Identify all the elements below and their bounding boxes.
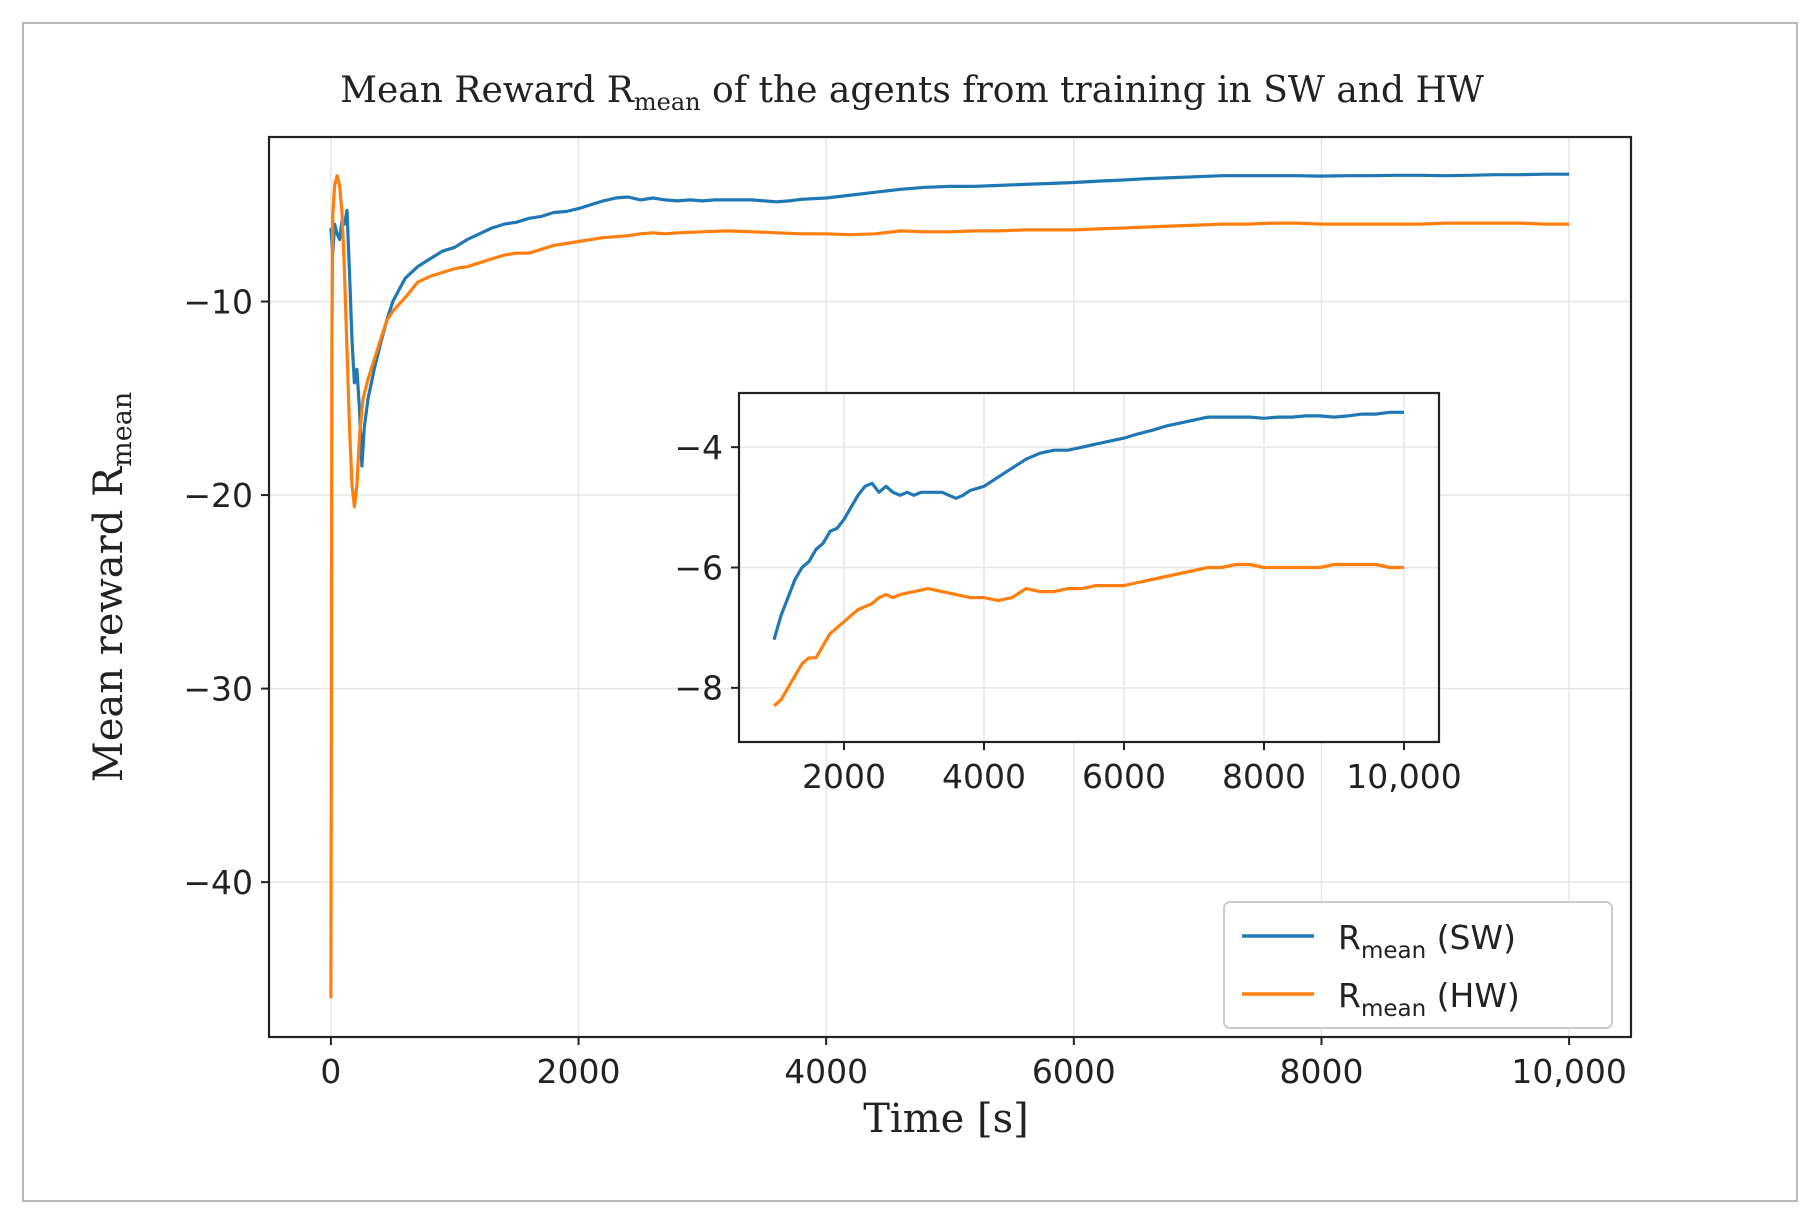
legend: Rmean (SW) Rmean (HW): [1223, 901, 1613, 1029]
main-x-tick-label: 4000: [784, 1052, 868, 1091]
main-x-tick-label: 0: [320, 1052, 341, 1091]
main-ticks: 0 2000 4000 6000 8000 10,000 −10 −20 −30 −40: [183, 282, 1626, 1091]
main-y-tick-label: −20: [183, 476, 253, 515]
inset-x-tick-label: 2000: [802, 757, 886, 796]
legend-label-sw: Rmean (SW): [1338, 918, 1516, 964]
main-x-tick-label: 8000: [1279, 1052, 1363, 1091]
legend-label-hw: Rmean (HW): [1338, 976, 1520, 1022]
inset-x-tick-label: 8000: [1222, 757, 1306, 796]
x-axis-label: Time [s]: [863, 1096, 1029, 1142]
inset-x-tick-label: 4000: [942, 757, 1026, 796]
inset-series: [772, 410, 1404, 708]
main-y-tick-label: −10: [183, 282, 253, 321]
main-series: [329, 172, 1570, 999]
y-axis-label: Mean reward Rmean: [86, 392, 138, 782]
inset-ticks: 2000 4000 6000 8000 10,000 −4 −6 −8: [674, 428, 1461, 796]
inset-y-tick-label: −4: [674, 428, 723, 467]
main-y-tick-label: −30: [183, 669, 253, 708]
main-x-tick-label: 10,000: [1511, 1052, 1626, 1091]
reward-chart: Mean Reward Rmean of the agents from tra…: [86, 70, 1633, 1142]
main-x-tick-label: 6000: [1032, 1052, 1116, 1091]
main-y-tick-label: −40: [183, 863, 253, 902]
inset-y-tick-label: −8: [674, 669, 723, 708]
inset-series-line-sw: [772, 410, 1404, 641]
main-series-line-hw: [329, 174, 1570, 999]
chart-title: Mean Reward Rmean of the agents from tra…: [340, 70, 1484, 116]
inset-series-line-hw: [772, 562, 1404, 708]
figure-frame: Mean Reward Rmean of the agents from tra…: [22, 22, 1798, 1202]
inset-y-tick-label: −6: [674, 548, 723, 587]
main-series-line-sw: [329, 172, 1570, 468]
main-axes-frame: [267, 135, 1633, 1039]
inset-x-tick-label: 10,000: [1346, 757, 1461, 796]
main-x-tick-label: 2000: [537, 1052, 621, 1091]
inset-x-tick-label: 6000: [1082, 757, 1166, 796]
legend-box: [1223, 901, 1613, 1029]
